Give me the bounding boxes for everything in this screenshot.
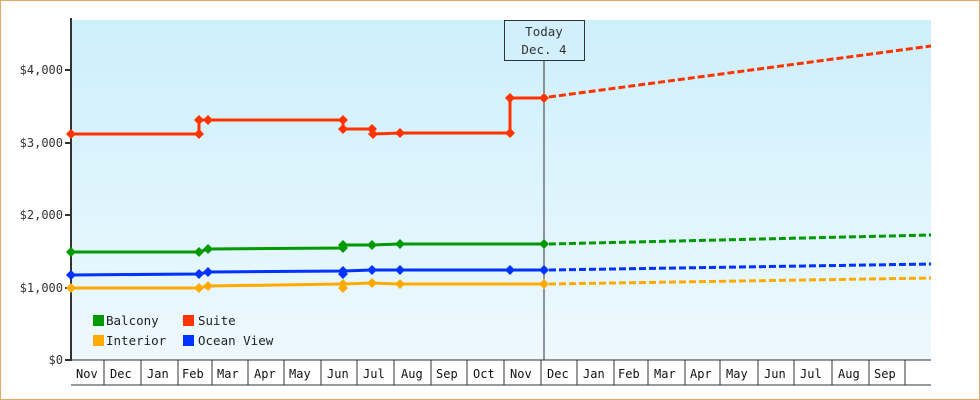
x-tick-label: Oct — [473, 367, 495, 381]
legend: Balcony Suite Interior Ocean View — [93, 313, 274, 348]
x-tick-label: Jul — [800, 367, 822, 381]
x-tick-label: Dec — [547, 367, 569, 381]
x-tick-label: Aug — [401, 367, 423, 381]
legend-item-ocean-view: Ocean View — [183, 333, 274, 348]
svg-text:Interior: Interior — [106, 333, 167, 348]
interior-projection — [548, 276, 932, 286]
x-tick-label: Sep — [874, 367, 896, 381]
series-suite — [66, 93, 549, 139]
x-tick-label: Mar — [654, 367, 676, 381]
projections — [548, 44, 932, 286]
x-tick-label: Jun — [327, 367, 349, 381]
today-date: Dec. 4 — [521, 42, 566, 57]
y-tick-label: $2,000 — [20, 208, 63, 222]
y-tick-label: $4,000 — [20, 63, 63, 77]
x-tick-label: Jan — [583, 367, 605, 381]
balcony-swatch-icon — [93, 315, 104, 326]
interior-swatch-icon — [93, 335, 104, 346]
today-box — [504, 20, 585, 61]
x-tick-label: Aug — [838, 367, 860, 381]
legend-item-interior: Interior — [93, 333, 167, 348]
x-tick-label: Jun — [764, 367, 786, 381]
suite-projection — [548, 44, 932, 99]
x-tick-label: Jan — [147, 367, 169, 381]
y-tick-label: $1,000 — [20, 281, 63, 295]
y-tick-label: $3,000 — [20, 136, 63, 150]
svg-text:Ocean View: Ocean View — [198, 333, 274, 348]
svg-text:Balcony: Balcony — [106, 313, 159, 328]
x-tick-label: Apr — [690, 367, 712, 381]
ocean-view-projection — [548, 262, 932, 272]
ocean-view-swatch-icon — [183, 335, 194, 346]
today-label: Today — [525, 24, 563, 39]
today-marker: Today Dec. 4 — [504, 20, 585, 360]
x-tick-label: Mar — [217, 367, 239, 381]
x-tick-label: Jul — [363, 367, 385, 381]
legend-item-suite: Suite — [183, 313, 236, 328]
series-ocean-view — [66, 265, 549, 280]
balcony-projection — [548, 233, 932, 246]
svg-text:Suite: Suite — [198, 313, 236, 328]
x-tick-label: Nov — [510, 367, 532, 381]
x-tick-label: Sep — [436, 367, 458, 381]
x-tick-label: Feb — [618, 367, 640, 381]
y-axis: $0 $1,000 $2,000 $3,000 $4,000 — [20, 18, 72, 367]
x-axis: Nov Dec Jan Feb Mar Apr May Jun Jul Aug … — [71, 359, 931, 386]
suite-swatch-icon — [183, 315, 194, 326]
x-tick-label: Dec — [110, 367, 132, 381]
y-tick-label: $0 — [49, 353, 63, 367]
x-tick-label: May — [289, 367, 311, 381]
series-balcony — [66, 239, 549, 257]
plot-area — [71, 20, 931, 360]
x-tick-label: Feb — [182, 367, 204, 381]
x-tick-label: Nov — [76, 367, 98, 381]
x-tick-label: Apr — [254, 367, 276, 381]
x-tick-label: May — [726, 367, 748, 381]
series-interior — [66, 278, 549, 293]
legend-item-balcony: Balcony — [93, 313, 159, 328]
